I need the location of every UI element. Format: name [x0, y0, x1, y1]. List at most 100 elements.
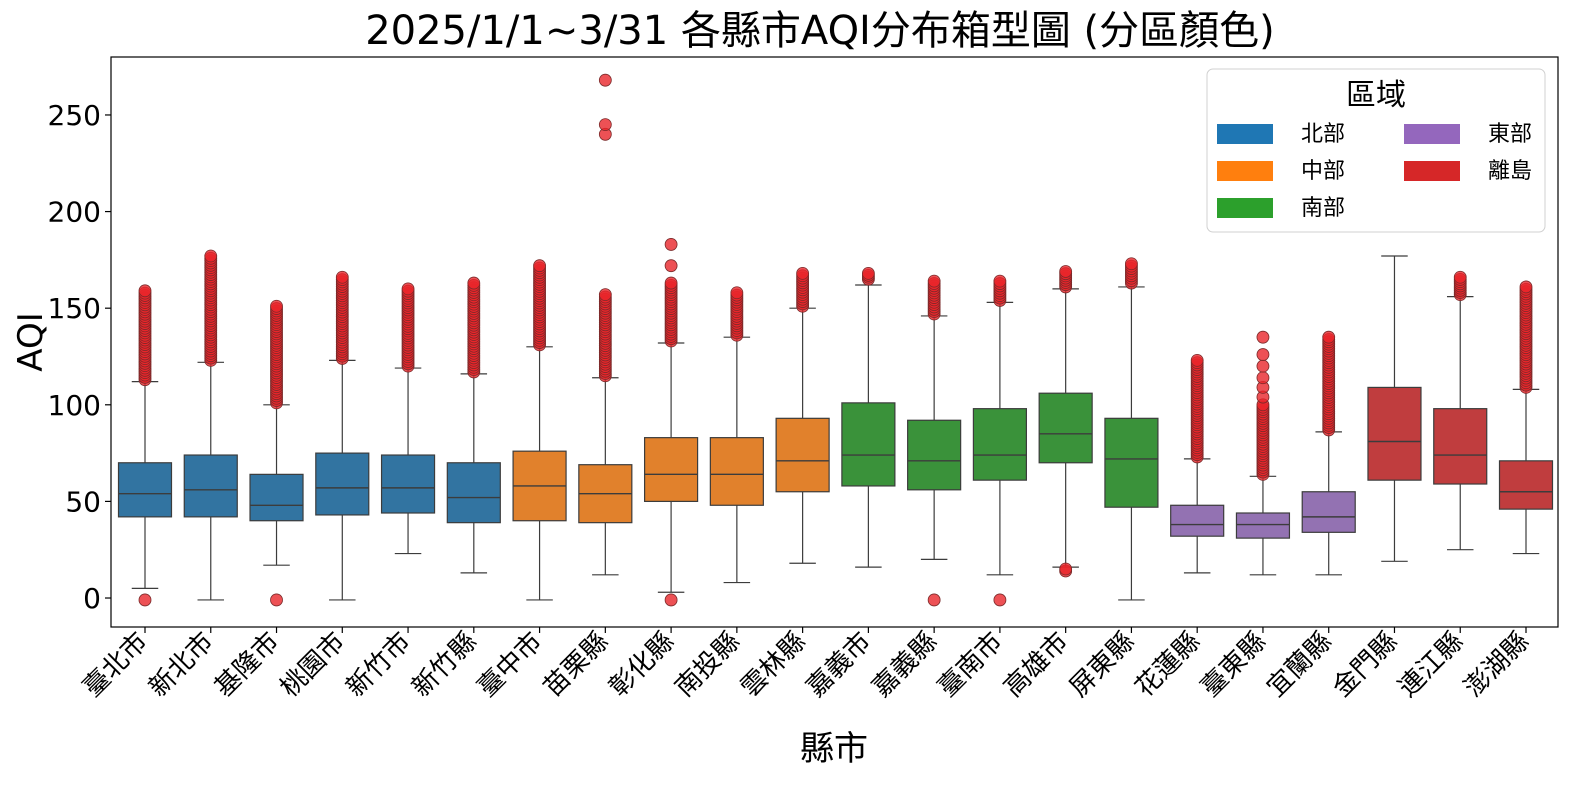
legend-swatch	[1217, 161, 1273, 181]
outlier-point	[1190, 353, 1204, 367]
outlier-point	[1256, 348, 1270, 361]
box-group	[249, 299, 304, 607]
y-tick-label: 50	[65, 485, 101, 518]
box-group	[380, 282, 436, 555]
box-marks	[117, 73, 1554, 607]
x-tick-label: 新竹縣	[406, 627, 482, 703]
box-group	[578, 73, 633, 576]
outlier-point	[730, 286, 744, 300]
y-tick-label: 0	[83, 582, 101, 615]
box-group	[643, 238, 699, 607]
box-iqr	[841, 402, 896, 487]
outlier-point	[1059, 265, 1073, 278]
legend-entry-label: 北部	[1301, 122, 1345, 147]
box-iqr	[709, 437, 764, 506]
outlier-point	[664, 276, 678, 290]
x-tick-label: 臺中市	[472, 627, 548, 703]
box-group	[1367, 255, 1422, 562]
box-group	[446, 276, 501, 574]
x-tick-label: 新竹市	[341, 627, 417, 703]
box-iqr	[1170, 504, 1225, 537]
box-iqr	[1301, 491, 1356, 533]
y-tick-label: 100	[48, 389, 101, 422]
legend-entry-label: 南部	[1301, 196, 1345, 221]
outlier-point	[138, 284, 152, 298]
box-group	[709, 286, 764, 584]
x-tick-label: 彰化縣	[604, 627, 680, 703]
outlier-point	[1453, 270, 1467, 284]
outlier-point	[335, 270, 349, 284]
x-tick-label: 嘉義市	[801, 627, 877, 703]
box-iqr	[1498, 460, 1554, 510]
legend-swatch	[1217, 124, 1273, 144]
box-iqr	[446, 462, 501, 524]
plot-area-frame	[110, 56, 1559, 628]
legend-swatch	[1404, 161, 1460, 181]
box-group	[972, 274, 1028, 607]
box-group	[841, 267, 896, 568]
y-tick-label: 200	[48, 196, 101, 229]
box-group	[775, 267, 830, 564]
legend-frame	[1206, 68, 1546, 233]
legend-swatch	[1217, 198, 1273, 218]
box-iqr	[1433, 408, 1488, 485]
box-group	[1170, 353, 1225, 574]
outlier-point	[204, 249, 218, 263]
x-tick-label: 連江縣	[1393, 627, 1469, 703]
outlier-point	[993, 593, 1007, 607]
y-tick-label: 150	[48, 292, 101, 325]
outlier-point	[467, 276, 481, 290]
x-tick-label: 基隆市	[209, 627, 285, 703]
box-group	[1498, 280, 1554, 555]
outlier-point	[927, 274, 941, 288]
outlier-point	[927, 593, 941, 607]
x-tick-label: 嘉義縣	[867, 627, 943, 703]
x-tick-label: 苗栗縣	[538, 627, 614, 703]
x-tick-label: 高雄市	[998, 627, 1074, 703]
x-tick-label: 花蓮縣	[1130, 627, 1206, 703]
box-group	[1104, 257, 1159, 601]
outlier-point	[533, 259, 546, 273]
box-iqr	[183, 454, 238, 518]
box-iqr	[972, 408, 1028, 481]
box-group	[512, 259, 567, 601]
legend-title: 區域	[1346, 78, 1406, 113]
legend-entry-label: 離島	[1488, 159, 1532, 184]
outlier-point	[598, 288, 612, 302]
box-group	[1301, 330, 1356, 576]
box-group	[1433, 270, 1488, 551]
box-iqr	[907, 419, 962, 491]
outlier-point	[270, 299, 283, 313]
box-group	[1038, 265, 1093, 578]
outlier-point	[664, 238, 678, 251]
box-group	[315, 270, 370, 601]
outlier-point	[270, 593, 283, 607]
x-tick-label: 新北市	[143, 627, 219, 703]
outlier-point	[1059, 562, 1073, 576]
legend-entry-label: 中部	[1301, 159, 1345, 184]
box-group	[183, 249, 238, 601]
box-iqr	[249, 473, 304, 522]
box-group	[907, 274, 962, 607]
outlier-point	[1256, 359, 1270, 373]
outlier-point	[598, 118, 612, 132]
chart-title: 2025/1/1~3/31 各縣市AQI分布箱型圖 (分區顏色)	[365, 8, 1275, 54]
outlier-point	[1256, 371, 1270, 385]
box-iqr	[380, 454, 436, 514]
x-tick-label: 雲林縣	[735, 627, 811, 703]
y-axis: 0 50 100 150 200 250	[48, 99, 111, 615]
legend-swatch	[1404, 124, 1460, 144]
outlier-point	[1125, 257, 1138, 271]
box-iqr	[1367, 386, 1422, 481]
outlier-point	[1256, 330, 1270, 344]
x-tick-label: 臺東縣	[1196, 627, 1272, 703]
x-tick-label: 桃園市	[275, 627, 351, 703]
outlier-point	[401, 282, 415, 296]
outlier-point	[664, 259, 678, 273]
x-tick-label: 臺北市	[78, 627, 154, 703]
x-tick-label: 南投縣	[669, 627, 745, 703]
box-iqr	[117, 462, 173, 518]
legend-entry-label: 東部	[1488, 122, 1532, 147]
outlier-point	[993, 274, 1007, 288]
